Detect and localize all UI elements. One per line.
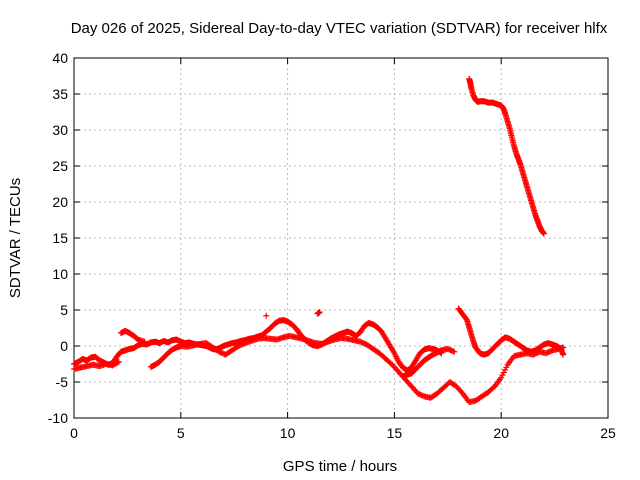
chart-title: Day 026 of 2025, Sidereal Day-to-day VTE… bbox=[71, 20, 608, 37]
x-tick-label: 15 bbox=[387, 425, 403, 441]
x-tick-label: 25 bbox=[600, 425, 616, 441]
x-tick-label: 10 bbox=[280, 425, 296, 441]
y-tick-label: 15 bbox=[52, 230, 68, 246]
y-tick-label: 5 bbox=[60, 302, 68, 318]
x-tick-label: 0 bbox=[70, 425, 78, 441]
y-tick-label: -10 bbox=[48, 410, 68, 426]
data-point bbox=[114, 359, 121, 366]
y-tick-label: 35 bbox=[52, 86, 68, 102]
series-1 bbox=[71, 317, 445, 374]
y-tick-label: 20 bbox=[52, 194, 68, 210]
series-3 bbox=[263, 309, 458, 380]
data-point bbox=[141, 338, 148, 345]
y-tick-label: 30 bbox=[52, 122, 68, 138]
series-4 bbox=[455, 305, 567, 358]
data-point bbox=[115, 358, 122, 365]
data-points bbox=[71, 75, 567, 406]
x-tick-label: 5 bbox=[177, 425, 185, 441]
data-point bbox=[263, 312, 270, 319]
x-axis-label: GPS time / hours bbox=[283, 458, 397, 475]
x-tick-label: 20 bbox=[493, 425, 509, 441]
series-2 bbox=[71, 327, 567, 406]
data-point bbox=[451, 348, 458, 355]
axis-ticks: 0 5 10 15 20 25 -10 -5 0 5 10 15 20 25 30 35 40 bbox=[48, 50, 616, 441]
y-tick-label: -5 bbox=[56, 374, 69, 390]
y-tick-label: 10 bbox=[52, 266, 68, 282]
y-tick-label: 40 bbox=[52, 50, 68, 66]
series-5 bbox=[466, 75, 547, 237]
y-tick-label: 25 bbox=[52, 158, 68, 174]
data-point bbox=[540, 230, 547, 237]
data-point bbox=[560, 351, 567, 358]
data-point bbox=[316, 309, 323, 316]
y-tick-label: 0 bbox=[60, 338, 68, 354]
y-axis-label: SDTVAR / TECUs bbox=[7, 178, 24, 298]
